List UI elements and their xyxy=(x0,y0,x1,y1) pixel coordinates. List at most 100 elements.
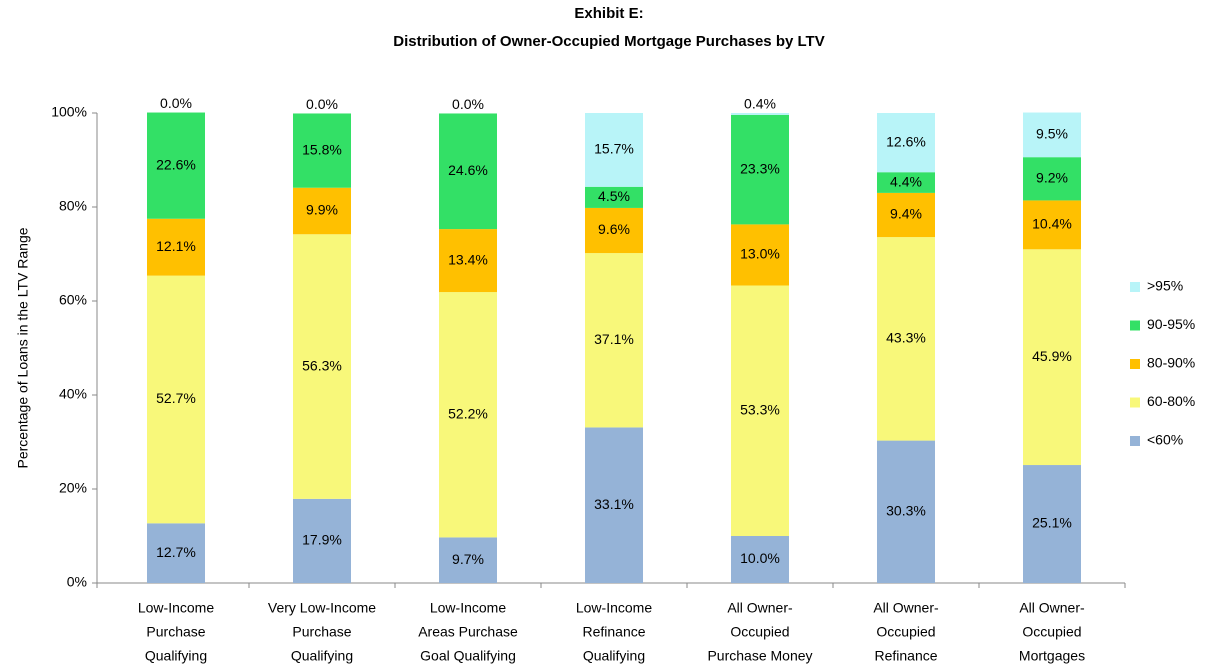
data-label: 9.7% xyxy=(452,551,484,567)
legend-label: 60-80% xyxy=(1147,393,1195,409)
bar-segment xyxy=(585,427,643,583)
x-tick-label: Mortgages xyxy=(1019,648,1085,664)
data-label: 23.3% xyxy=(740,160,780,176)
legend-label: >95% xyxy=(1147,278,1183,294)
legend-label: 80-90% xyxy=(1147,355,1195,371)
data-label: 56.3% xyxy=(302,357,342,373)
legend-label: <60% xyxy=(1147,432,1183,448)
data-label: 0.0% xyxy=(306,96,338,112)
data-label: 24.6% xyxy=(448,162,488,178)
bar-segment xyxy=(1023,157,1081,201)
data-label: 9.2% xyxy=(1036,170,1068,186)
legend-swatch xyxy=(1130,359,1140,369)
bar-segment xyxy=(877,113,935,173)
x-tick-label: Qualifying xyxy=(145,648,207,664)
bar-segment xyxy=(585,207,643,254)
data-label: 52.2% xyxy=(448,405,488,421)
bar-segment xyxy=(439,537,497,583)
bar-segment xyxy=(147,275,205,524)
x-tick-label: Areas Purchase xyxy=(418,624,518,640)
bar-segment xyxy=(585,113,643,187)
data-label: 0.0% xyxy=(452,96,484,112)
x-tick-label: Refinance xyxy=(874,648,937,664)
bar-segment xyxy=(877,440,935,583)
x-tick-label: All Owner- xyxy=(1019,600,1085,616)
bar-segment xyxy=(1023,112,1081,158)
data-label: 30.3% xyxy=(886,502,926,518)
data-label: 12.7% xyxy=(156,544,196,560)
x-tick-label: Qualifying xyxy=(583,648,645,664)
x-tick-label: Goal Qualifying xyxy=(420,648,516,664)
data-label: 37.1% xyxy=(594,331,634,347)
x-tick-label: Low-Income xyxy=(576,600,652,616)
data-label: 0.4% xyxy=(744,96,776,112)
bar-segment xyxy=(439,292,497,538)
chart-title: Exhibit E: xyxy=(574,5,643,22)
legend-swatch xyxy=(1130,397,1140,408)
bar-segment xyxy=(731,536,789,583)
data-label: 9.5% xyxy=(1036,126,1068,142)
data-label: 12.1% xyxy=(156,238,196,254)
x-tick-label: Occupied xyxy=(876,624,935,640)
bar-segment xyxy=(293,498,351,583)
x-tick-label: Occupied xyxy=(1022,624,1081,640)
bar-segment xyxy=(1023,200,1081,250)
y-tick-label: 0% xyxy=(67,574,87,590)
data-label: 4.5% xyxy=(598,188,630,204)
x-tick-label: Refinance xyxy=(582,624,645,640)
x-tick-label: Occupied xyxy=(730,624,789,640)
data-label: 22.6% xyxy=(156,156,196,172)
data-label: 33.1% xyxy=(594,496,634,512)
data-label: 10.0% xyxy=(740,550,780,566)
data-label: 52.7% xyxy=(156,390,196,406)
y-tick-label: 20% xyxy=(59,480,87,496)
bar-segment xyxy=(1023,465,1081,583)
x-tick-label: Purchase xyxy=(292,624,351,640)
bar-segment xyxy=(439,113,497,230)
data-label: 25.1% xyxy=(1032,515,1072,531)
legend-label: 90-95% xyxy=(1147,316,1195,332)
y-tick-label: 80% xyxy=(59,198,87,214)
x-tick-label: All Owner- xyxy=(727,600,793,616)
data-label: 9.9% xyxy=(306,202,338,218)
data-label: 13.4% xyxy=(448,251,488,267)
data-label: 53.3% xyxy=(740,401,780,417)
bar-segment xyxy=(439,229,497,293)
data-label: 10.4% xyxy=(1032,216,1072,232)
bar-segment xyxy=(731,285,789,536)
y-tick-label: 60% xyxy=(59,292,87,308)
y-axis-label: Percentage of Loans in the LTV Range xyxy=(15,227,31,468)
data-label: 15.8% xyxy=(302,141,342,157)
x-tick-label: Very Low-Income xyxy=(268,600,376,616)
data-label: 9.6% xyxy=(598,221,630,237)
legend-swatch xyxy=(1130,436,1140,446)
bar-segment xyxy=(147,218,205,276)
data-label: 43.3% xyxy=(886,330,926,346)
bar-segment xyxy=(731,113,789,115)
data-label: 13.0% xyxy=(740,246,780,262)
bar-segment xyxy=(877,172,935,193)
bar-segment xyxy=(585,186,643,208)
bar-segment xyxy=(147,523,205,583)
data-label: 4.4% xyxy=(890,173,922,189)
x-tick-label: Purchase xyxy=(146,624,205,640)
bar-segment xyxy=(585,253,643,428)
data-label: 15.7% xyxy=(594,141,634,157)
bar-segment xyxy=(731,114,789,225)
bar-segment xyxy=(1023,249,1081,466)
data-label: 45.9% xyxy=(1032,348,1072,364)
x-tick-label: All Owner- xyxy=(873,600,939,616)
y-tick-label: 100% xyxy=(51,104,87,120)
data-label: 17.9% xyxy=(302,532,342,548)
bar-segment xyxy=(293,187,351,235)
chart-subtitle: Distribution of Owner-Occupied Mortgage … xyxy=(393,33,824,50)
y-tick-label: 40% xyxy=(59,386,87,402)
bar-segment xyxy=(877,192,935,238)
data-label: 9.4% xyxy=(890,206,922,222)
x-tick-label: Low-Income xyxy=(138,600,214,616)
bar-segment xyxy=(293,234,351,499)
data-label: 0.0% xyxy=(160,95,192,111)
legend-swatch xyxy=(1130,320,1140,331)
x-tick-label: Qualifying xyxy=(291,648,353,664)
